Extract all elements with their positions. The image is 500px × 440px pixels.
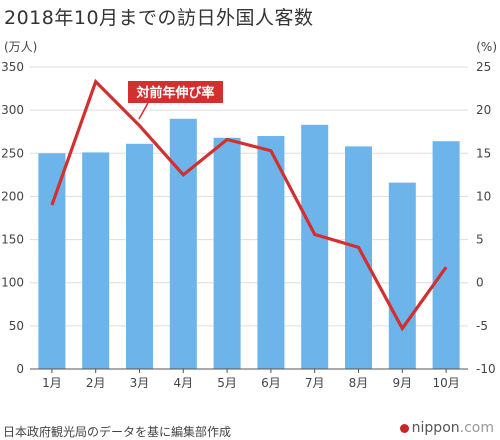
bar [345,146,372,369]
brand-logo[interactable]: nippon.com [399,420,494,436]
y-right-tick-label: 5 [476,233,484,247]
y-left-tick-label: 50 [9,319,24,333]
y-right-tick-label: 10 [476,189,491,203]
brand-suffix: .com [459,420,494,436]
y-left-tick-label: 0 [16,362,24,376]
annotation-leader [138,102,149,120]
x-tick-label: 1月 [42,376,62,390]
x-tick-label: 7月 [305,376,325,390]
bar [38,153,66,369]
bar [126,143,153,369]
y-right-tick-label: 15 [476,146,491,160]
x-tick-label: 8月 [349,376,369,390]
y-left-tick-label: 100 [1,276,24,290]
x-tick-label: 6月 [261,376,281,390]
bar [82,152,110,369]
annotation-label: 対前年伸び率 [135,85,214,101]
source-note: 日本政府観光局のデータを基に編集部作成 [3,425,232,439]
growth-line-series [50,78,448,332]
chart-title: 2018年10月までの訪日外国人客数 [4,7,314,29]
x-tick-label: 10月 [432,376,459,390]
y-left-tick-label: 150 [1,233,24,247]
bar [388,182,416,369]
y-right-axis-label: (%) [476,40,497,54]
brand-dot-icon [399,423,409,433]
x-tick-label: 2月 [86,376,106,390]
y-right-tick-label: -5 [476,319,488,333]
bar [213,137,241,369]
bar [257,136,285,369]
y-right-tick-label: -10 [476,362,496,376]
y-left-tick-label: 200 [1,189,24,203]
x-tick-label: 3月 [130,376,150,390]
y-right-tick-label: 20 [476,103,491,117]
y-left-tick-label: 350 [1,60,24,74]
y-left-tick-label: 250 [1,146,24,160]
annotation-box [128,81,223,103]
x-tick-label: 4月 [173,376,193,390]
bar [169,118,197,370]
growth-line [50,78,448,332]
y-right-tick-label: 0 [476,276,484,290]
bar [301,124,329,369]
axes: 0 50 100 150 200 250 300 350 -10 -5 0 5 10 15 20 25 (万人)… [1,40,497,390]
bar [432,141,460,369]
y-left-axis-label: (万人) [4,40,37,54]
x-tick-label: 9月 [392,376,412,390]
y-right-tick-label: 25 [476,60,491,74]
annotation: 対前年伸び率 [128,81,223,120]
x-tick-label: 5月 [217,376,237,390]
y-left-tick-label: 300 [1,103,24,117]
bar-series [38,118,460,370]
brand-name: nippon [411,420,460,436]
